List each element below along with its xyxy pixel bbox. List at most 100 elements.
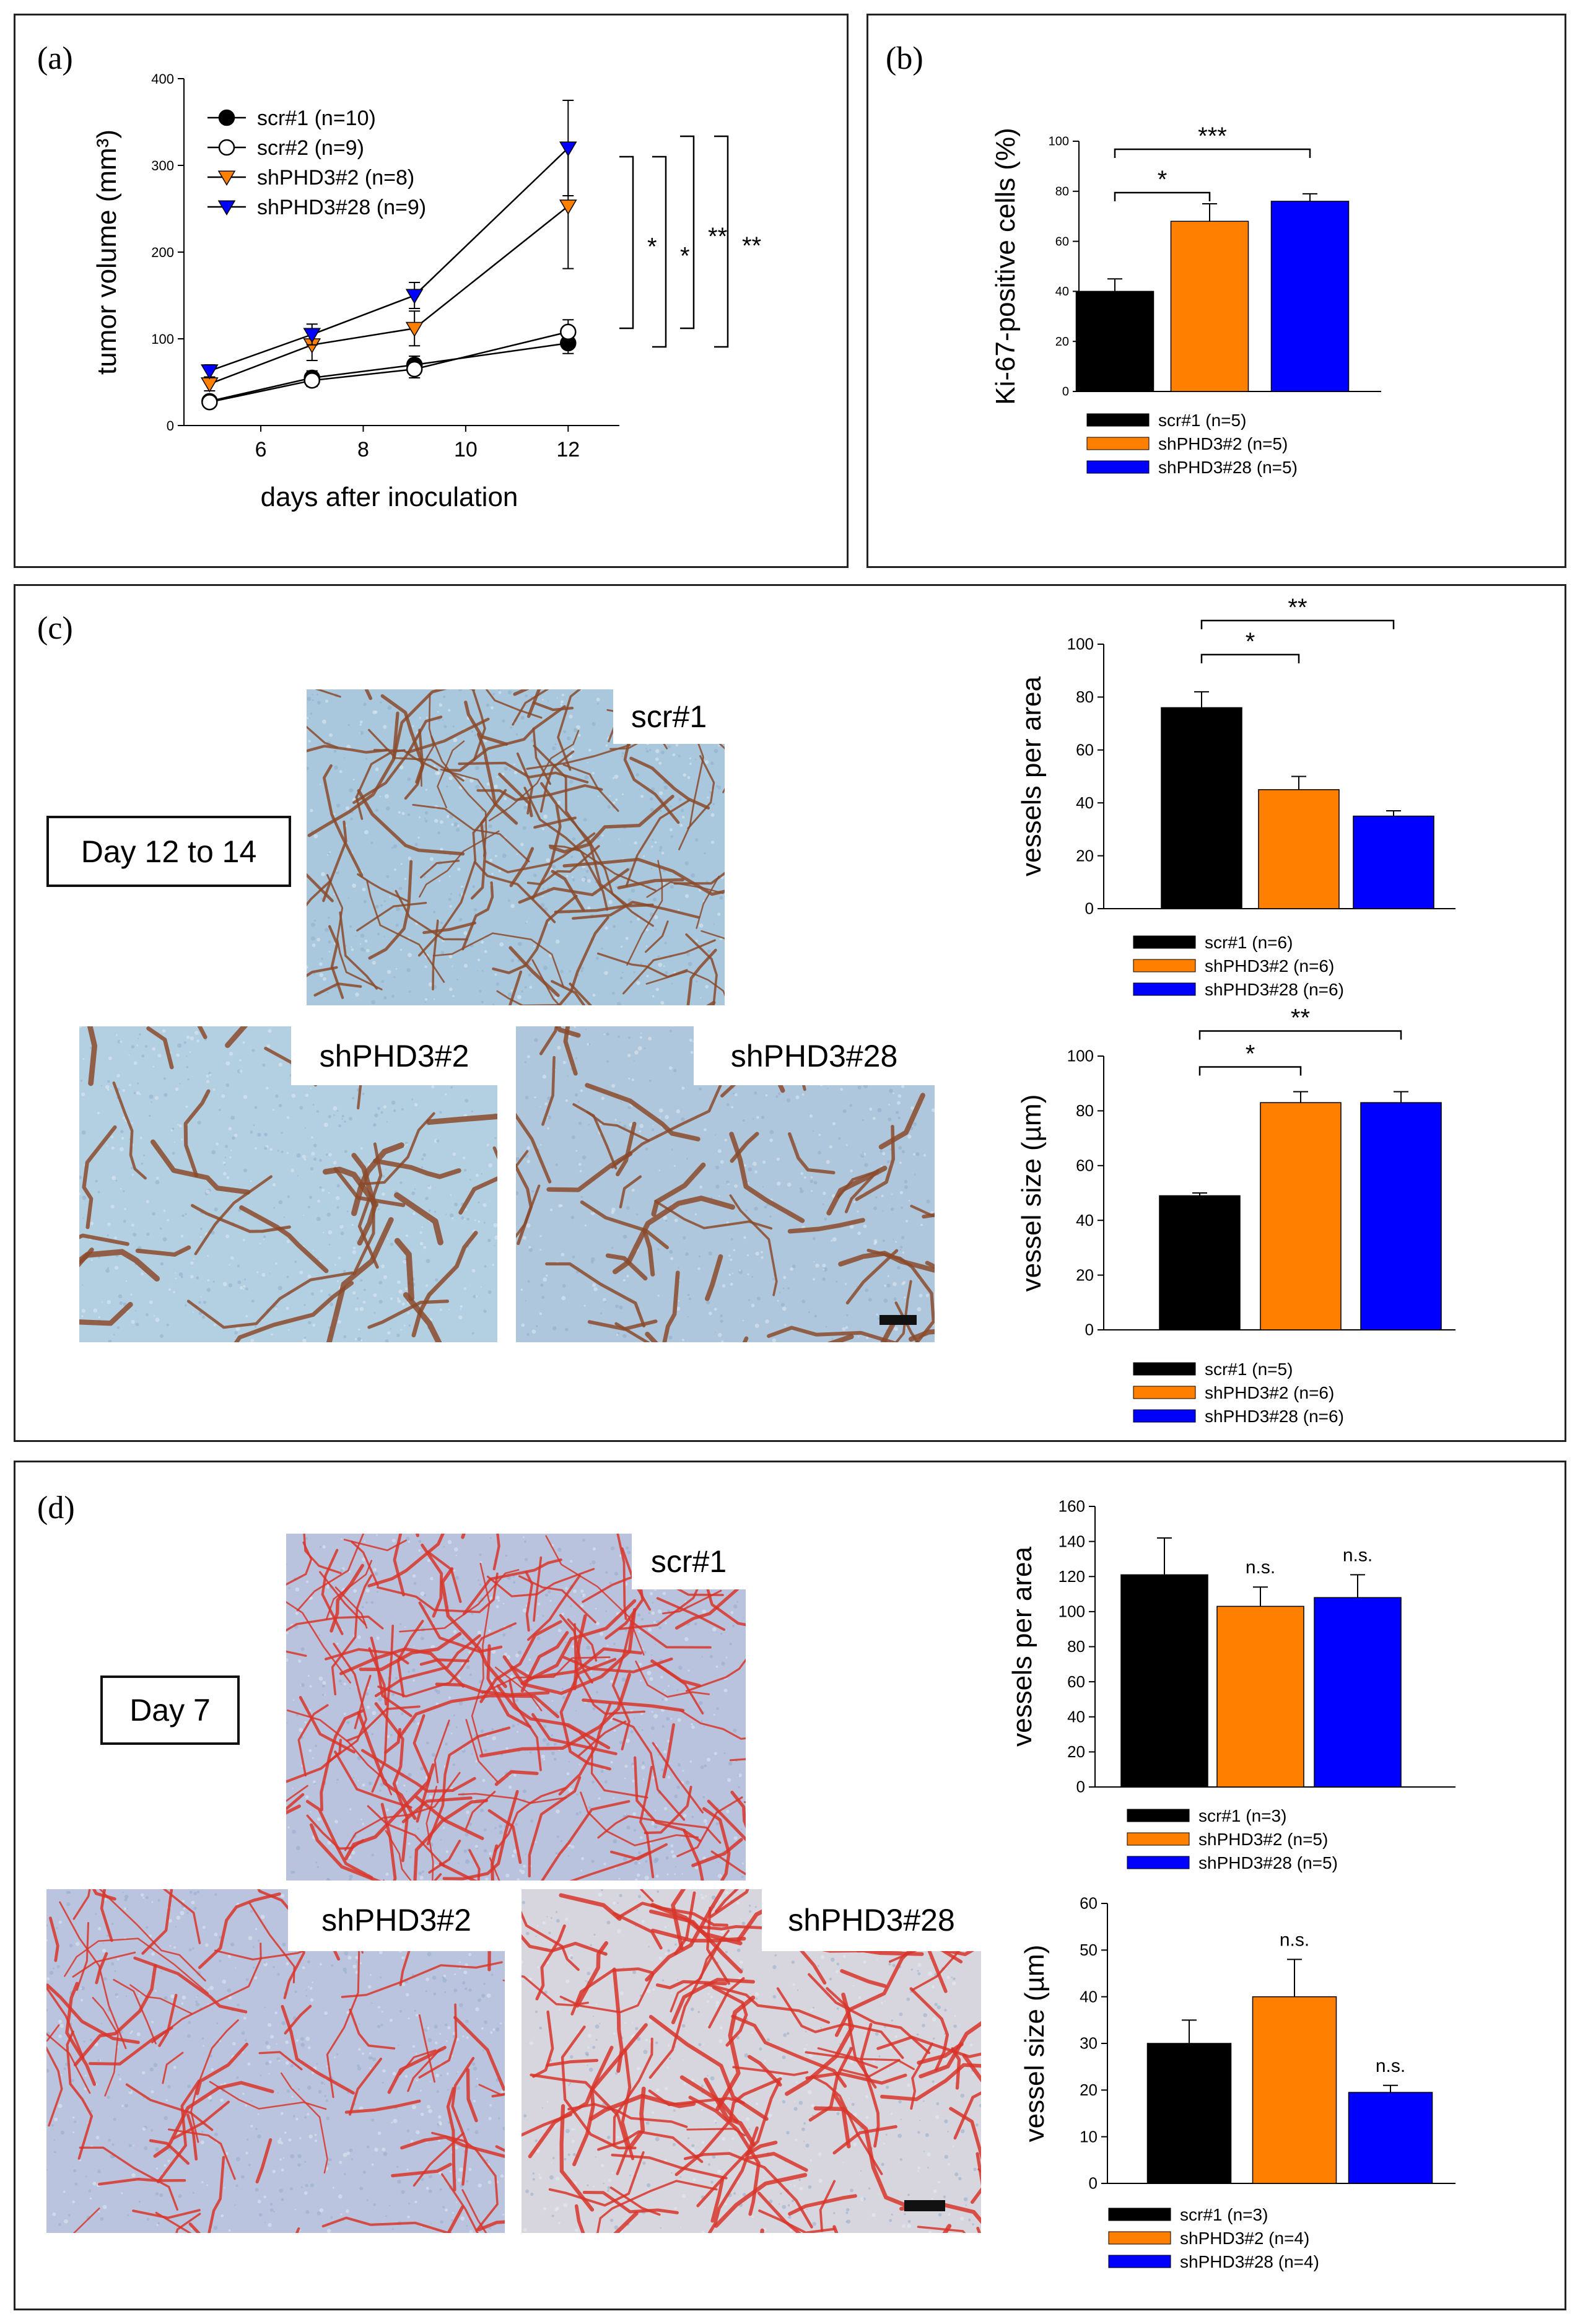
- speckle: [665, 1622, 667, 1625]
- speckle: [570, 1216, 575, 1220]
- speckle: [621, 793, 624, 795]
- y-tick-label-b: 20: [1055, 335, 1069, 349]
- speckle: [845, 1326, 849, 1329]
- annotation-d2: n.s.: [1280, 1929, 1309, 1950]
- speckle: [272, 1182, 276, 1187]
- speckle: [659, 849, 661, 852]
- speckle: [364, 1540, 365, 1542]
- speckle: [484, 1265, 487, 1268]
- micrograph-c-scr1: [307, 689, 725, 1005]
- speckle: [684, 894, 689, 898]
- vessel: [844, 1169, 879, 1213]
- speckle: [448, 987, 453, 992]
- speckle: [543, 965, 548, 970]
- speckle: [299, 1106, 303, 1110]
- vessel: [191, 1204, 291, 1233]
- speckle: [615, 886, 618, 888]
- speckle: [471, 1753, 473, 1755]
- vessel: [696, 875, 720, 929]
- speckle: [844, 1283, 847, 1285]
- speckle: [888, 1103, 891, 1106]
- speckle: [898, 1146, 902, 1150]
- speckle: [135, 1322, 139, 1327]
- speckle: [492, 1736, 496, 1741]
- speckle: [196, 1039, 199, 1042]
- speckle: [420, 1767, 424, 1771]
- vessel: [548, 844, 657, 891]
- speckle: [618, 1877, 621, 1880]
- speckle: [173, 1291, 176, 1294]
- speckle: [307, 1321, 312, 1325]
- speckle: [352, 1246, 356, 1249]
- speckle: [463, 1849, 468, 1853]
- speckle: [676, 1785, 680, 1789]
- speckle: [675, 743, 679, 747]
- significance-label-a: *: [680, 243, 690, 270]
- speckle: [448, 1696, 451, 1699]
- speckle: [601, 834, 604, 837]
- speckle: [256, 1271, 259, 1273]
- legend-label-d1: scr#1 (n=3): [1198, 1806, 1286, 1825]
- speckle: [451, 823, 454, 826]
- speckle: [691, 1725, 695, 1729]
- speckle: [650, 1592, 653, 1596]
- speckle: [917, 1307, 922, 1312]
- speckle: [436, 1139, 440, 1143]
- speckle: [624, 1813, 626, 1815]
- speckle: [364, 830, 369, 835]
- speckle: [736, 1601, 739, 1603]
- significance-label-c2: **: [1291, 1004, 1310, 1031]
- speckle: [387, 1238, 389, 1240]
- speckle: [510, 904, 515, 909]
- vessel: [135, 1245, 191, 1257]
- speckle: [184, 1304, 187, 1307]
- speckle: [650, 867, 653, 870]
- speckle: [90, 1259, 93, 1262]
- speckle: [528, 1246, 531, 1249]
- speckle: [334, 765, 338, 770]
- speckle: [309, 1195, 312, 1199]
- vessel: [420, 693, 435, 787]
- speckle: [179, 1083, 181, 1085]
- speckle: [634, 841, 637, 845]
- vessel: [368, 860, 413, 960]
- speckle: [454, 1547, 458, 1552]
- speckle: [626, 1739, 630, 1743]
- speckle: [674, 1873, 676, 1876]
- speckle: [144, 1045, 148, 1048]
- speckle: [458, 1315, 463, 1320]
- speckle: [413, 1581, 417, 1585]
- data-point-a: [559, 199, 577, 215]
- speckle: [585, 1028, 587, 1030]
- y-tick-label-d2: 50: [1080, 1941, 1098, 1959]
- speckle: [299, 1270, 303, 1275]
- speckle: [695, 981, 698, 983]
- speckle: [640, 1033, 642, 1034]
- speckle: [407, 777, 411, 782]
- speckle: [380, 701, 382, 704]
- speckle: [673, 1068, 677, 1073]
- data-point-a: [405, 289, 424, 304]
- vessel: [79, 1301, 133, 1326]
- speckle: [899, 1161, 902, 1164]
- speckle: [328, 1293, 331, 1296]
- speckle: [539, 1144, 542, 1146]
- speckle: [426, 1284, 429, 1287]
- speckle: [661, 852, 665, 855]
- bar-c2: [1260, 1102, 1342, 1330]
- speckle: [655, 987, 660, 992]
- speckle: [456, 1726, 458, 1729]
- speckle: [312, 943, 316, 947]
- speckle: [707, 1757, 711, 1762]
- speckle: [624, 1628, 627, 1632]
- speckle: [716, 785, 719, 788]
- speckle: [396, 1297, 399, 1300]
- speckle: [311, 936, 315, 941]
- speckle: [255, 1147, 257, 1150]
- speckle: [536, 1636, 541, 1641]
- speckle: [663, 965, 665, 967]
- speckle: [494, 855, 497, 857]
- speckle: [718, 744, 720, 747]
- speckle: [378, 1280, 383, 1285]
